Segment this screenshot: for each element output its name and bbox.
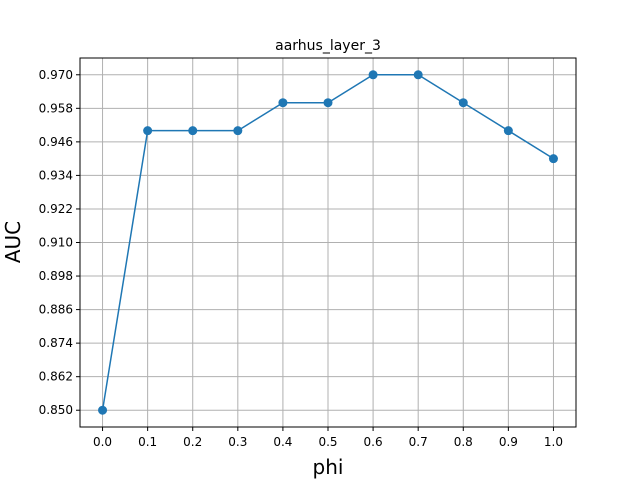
x-tick-label: 0.5 <box>318 435 337 449</box>
y-tick-label: 0.934 <box>39 168 73 182</box>
data-point <box>233 126 243 136</box>
y-tick-label: 0.886 <box>39 303 73 317</box>
data-point <box>458 98 468 108</box>
x-tick-label: 0.9 <box>499 435 518 449</box>
y-tick-label: 0.970 <box>39 68 73 82</box>
y-tick-label: 0.862 <box>39 370 73 384</box>
data-point <box>188 126 198 136</box>
x-tick-label: 0.0 <box>93 435 112 449</box>
data-point <box>368 70 378 80</box>
y-tick-label: 0.850 <box>39 403 73 417</box>
y-axis-label: AUC <box>1 221 25 263</box>
data-point <box>323 98 333 108</box>
y-tick-label: 0.958 <box>39 101 73 115</box>
grid-lines <box>80 58 576 427</box>
y-axis-ticks: 0.850 0.862 0.874 0.886 0.898 0.910 0.922 0.934… <box>39 68 80 417</box>
y-tick-label: 0.874 <box>39 336 73 350</box>
y-tick-label: 0.910 <box>39 236 73 250</box>
x-tick-label: 0.6 <box>364 435 383 449</box>
x-tick-label: 0.3 <box>228 435 247 449</box>
data-point <box>143 126 153 136</box>
x-tick-label: 1.0 <box>544 435 563 449</box>
x-tick-label: 0.7 <box>409 435 428 449</box>
y-tick-label: 0.922 <box>39 202 73 216</box>
x-axis-ticks: 0.0 0.1 0.2 0.3 0.4 0.5 0.6 0.7 0.8 0.9 1.0 <box>93 427 563 449</box>
x-axis-label: phi <box>313 455 344 479</box>
x-tick-label: 0.4 <box>273 435 292 449</box>
data-point <box>503 126 513 136</box>
y-tick-label: 0.946 <box>39 135 73 149</box>
x-tick-label: 0.1 <box>138 435 157 449</box>
data-series <box>98 70 558 415</box>
x-tick-label: 0.8 <box>454 435 473 449</box>
y-tick-label: 0.898 <box>39 269 73 283</box>
x-tick-label: 0.2 <box>183 435 202 449</box>
data-point <box>98 405 108 415</box>
chart-title: aarhus_layer_3 <box>275 38 381 54</box>
data-point <box>413 70 423 80</box>
data-point <box>548 154 558 164</box>
data-point <box>278 98 288 108</box>
